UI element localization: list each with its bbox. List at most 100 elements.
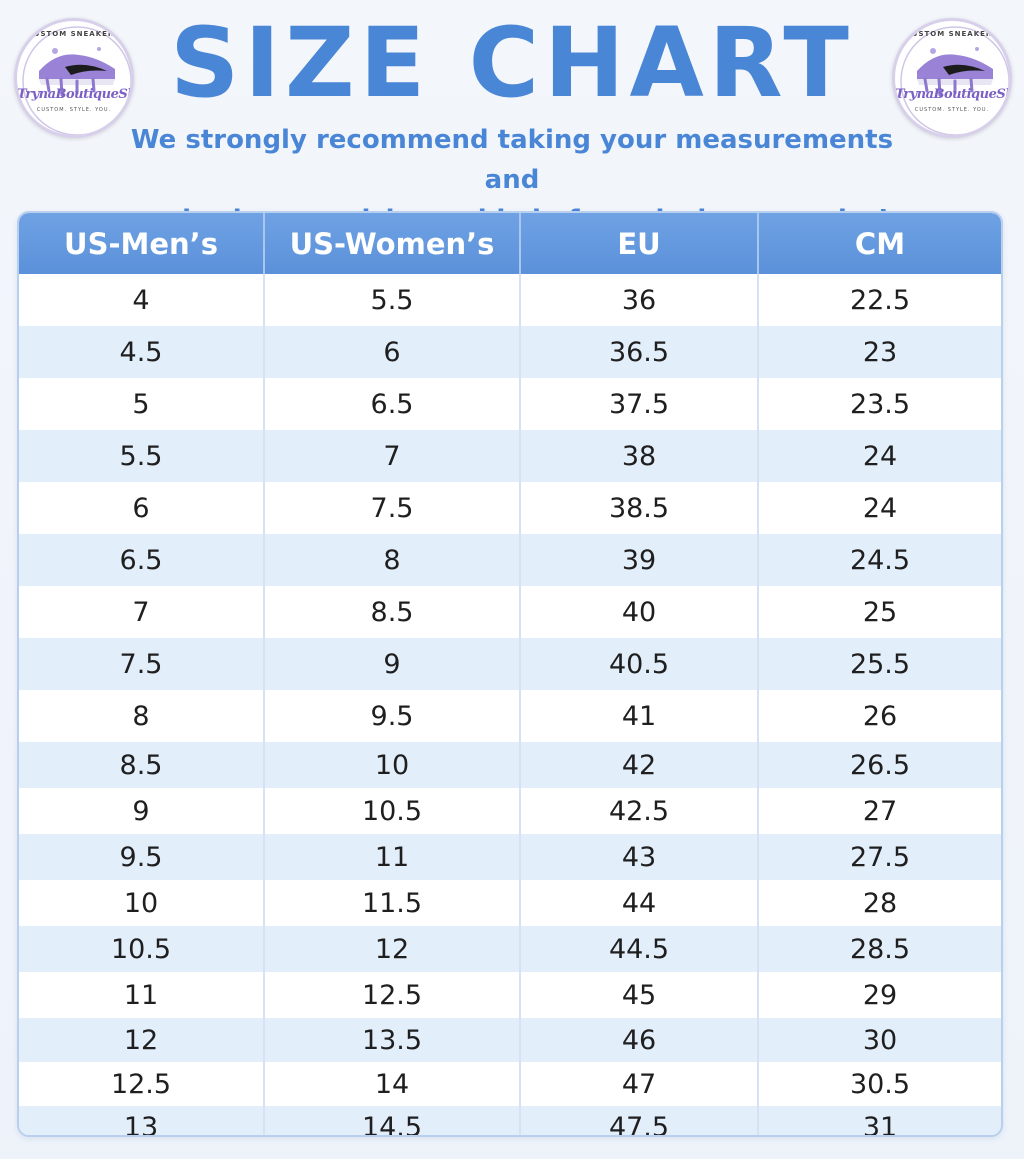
cell-us-women: 7.5 — [265, 482, 521, 534]
cell-cm: 30.5 — [849, 1068, 911, 1100]
cell-us-men: 5 — [19, 378, 265, 430]
table-row: 7.5 9 40.5 25.5 — [19, 638, 1001, 690]
logo-top-text: CUSTOM SNEAKERS — [905, 30, 999, 38]
cell-eu: 42 — [521, 742, 759, 788]
logo-tagline: CUSTOM. STYLE. YOU. — [36, 107, 112, 113]
sneaker-icon — [22, 26, 131, 135]
table-row: 12.5 14 47 30.5 — [19, 1062, 1001, 1106]
cell-eu: 42.5 — [521, 788, 759, 834]
cell-us-women: 7 — [265, 430, 521, 482]
cell-us-women: 12 — [265, 926, 521, 972]
cell-cm: 24.5 — [849, 544, 911, 576]
table-row: 11 12.5 45 29 — [19, 972, 1001, 1018]
cell-us-women: 10 — [265, 742, 521, 788]
cell-cm: 24 — [862, 440, 898, 472]
cell-us-men: 10 — [19, 880, 265, 926]
header: CUSTOM SNEAKERS TrynaBoutiqueShop CUSTOM… — [0, 0, 1024, 235]
cell-cm: 25 — [862, 596, 898, 628]
cell-us-women: 8.5 — [265, 586, 521, 638]
table-row: 4 5.5 36 22.5 — [19, 274, 1001, 326]
table-row: 9 10.5 42.5 27 — [19, 788, 1001, 834]
cell-eu: 40.5 — [521, 638, 759, 690]
cell-us-women: 9 — [265, 638, 521, 690]
cell-us-women: 13.5 — [265, 1018, 521, 1062]
size-table: US-Men’s US-Women’s EU CM 4 5.5 36 22.5 4.5 6… — [17, 211, 1003, 1137]
cell-eu: 38.5 — [521, 482, 759, 534]
table-row: 7 8.5 40 25 — [19, 586, 1001, 638]
cell-cm: 30 — [862, 1024, 898, 1056]
cell-cm: 26.5 — [849, 749, 911, 781]
cell-us-women: 14 — [265, 1062, 521, 1106]
cell-eu: 36.5 — [521, 326, 759, 378]
cell-us-women: 10.5 — [265, 788, 521, 834]
cell-eu: 36 — [521, 274, 759, 326]
table-row: 10.5 12 44.5 28.5 — [19, 926, 1001, 972]
cell-cm: 28.5 — [849, 933, 911, 965]
cell-eu: 41 — [521, 690, 759, 742]
table-row: 6 7.5 38.5 24 — [19, 482, 1001, 534]
table-row: 8 9.5 41 26 — [19, 690, 1001, 742]
cell-cm: 24 — [862, 492, 898, 524]
cell-us-men: 11 — [19, 972, 265, 1018]
cell-us-men: 8.5 — [19, 742, 265, 788]
cell-eu: 44 — [521, 880, 759, 926]
cell-eu: 40 — [521, 586, 759, 638]
brand-logo-left: CUSTOM SNEAKERS TrynaBoutiqueShop CUSTOM… — [14, 18, 134, 138]
brand-logo-right: CUSTOM SNEAKERS TrynaBoutiqueShop CUSTOM… — [892, 18, 1012, 138]
cell-us-women: 14.5 — [265, 1106, 521, 1135]
table-row: 4.5 6 36.5 23 — [19, 326, 1001, 378]
table-row: 13 14.5 47.5 31 — [19, 1106, 1001, 1137]
cell-eu: 38 — [521, 430, 759, 482]
cell-us-men: 12 — [19, 1018, 265, 1062]
cell-us-women: 6.5 — [265, 378, 521, 430]
cell-us-women: 5.5 — [265, 274, 521, 326]
cell-cm: 31 — [862, 1111, 898, 1137]
column-header-us-women: US-Women’s — [265, 213, 521, 274]
column-header-eu: EU — [521, 213, 759, 274]
cell-us-men: 13 — [19, 1106, 265, 1135]
cell-us-men: 4.5 — [19, 326, 265, 378]
cell-us-women: 11 — [265, 834, 521, 880]
cell-cm: 23 — [862, 336, 898, 368]
table-body: 4 5.5 36 22.5 4.5 6 36.5 23 5 6.5 37.5 23.5 5.5 7 38 24… — [19, 274, 1001, 1137]
logo-tagline: CUSTOM. STYLE. YOU. — [914, 107, 990, 113]
table-row: 5 6.5 37.5 23.5 — [19, 378, 1001, 430]
cell-cm: 22.5 — [849, 284, 911, 316]
table-row: 5.5 7 38 24 — [19, 430, 1001, 482]
sneaker-icon — [900, 26, 1009, 135]
logo-brand-text: TrynaBoutiqueShop — [895, 87, 1009, 102]
cell-us-women: 12.5 — [265, 972, 521, 1018]
cell-us-men: 7 — [19, 586, 265, 638]
cell-eu: 45 — [521, 972, 759, 1018]
cell-us-men: 4 — [19, 274, 265, 326]
cell-us-women: 6 — [265, 326, 521, 378]
logo-top-text: CUSTOM SNEAKERS — [27, 30, 121, 38]
cell-us-men: 10.5 — [19, 926, 265, 972]
cell-eu: 44.5 — [521, 926, 759, 972]
cell-us-men: 6 — [19, 482, 265, 534]
cell-us-men: 8 — [19, 690, 265, 742]
column-header-cm: CM — [854, 226, 906, 261]
cell-cm: 26 — [862, 700, 898, 732]
table-row: 8.5 10 42 26.5 — [19, 742, 1001, 788]
cell-cm: 25.5 — [849, 648, 911, 680]
table-row: 9.5 11 43 27.5 — [19, 834, 1001, 880]
logo-brand-text: TrynaBoutiqueShop — [17, 87, 131, 102]
cell-eu: 47.5 — [521, 1106, 759, 1135]
cell-eu: 47 — [521, 1062, 759, 1106]
cell-us-men: 6.5 — [19, 534, 265, 586]
cell-us-men: 9.5 — [19, 834, 265, 880]
cell-us-men: 7.5 — [19, 638, 265, 690]
cell-eu: 43 — [521, 834, 759, 880]
cell-eu: 37.5 — [521, 378, 759, 430]
column-header-us-men: US-Men’s — [19, 213, 265, 274]
subtitle-line-1: We strongly recommend taking your measur… — [130, 125, 894, 195]
table-row: 10 11.5 44 28 — [19, 880, 1001, 926]
page-title: SIZE CHART — [170, 7, 854, 119]
table-header-row: US-Men’s US-Women’s EU CM — [19, 213, 1001, 274]
cell-cm: 29 — [862, 979, 898, 1011]
cell-us-women: 8 — [265, 534, 521, 586]
cell-us-women: 11.5 — [265, 880, 521, 926]
cell-eu: 46 — [521, 1018, 759, 1062]
cell-us-men: 5.5 — [19, 430, 265, 482]
